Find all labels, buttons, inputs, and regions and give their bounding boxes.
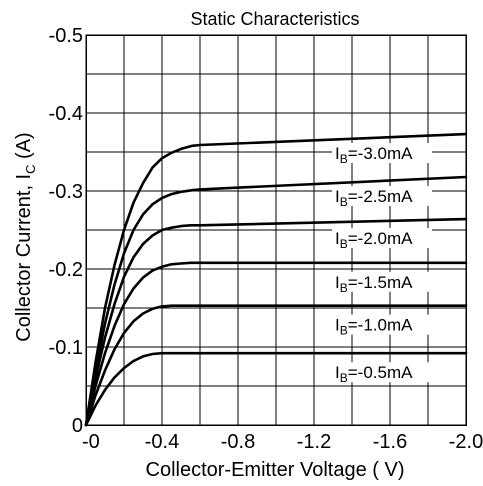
- curve-label: IB=-1.0mA: [335, 316, 413, 338]
- curve-label: IB=-0.5mA: [335, 363, 413, 385]
- y-axis-label: Collector Current, IC (A): [13, 132, 38, 341]
- x-axis-label: Collector-Emitter Voltage ( V): [146, 459, 405, 481]
- curve-line: [84, 351, 468, 427]
- y-tick-label: -0.3: [49, 181, 83, 203]
- curve-label-prefix: I: [335, 316, 340, 335]
- x-tick-label: -0: [82, 431, 100, 453]
- curve-label-value: =-2.0mA: [348, 229, 413, 248]
- curve-label-background: [332, 362, 432, 383]
- curve-line: [84, 175, 468, 427]
- curve-label-prefix: I: [335, 144, 340, 163]
- curve-label-prefix: I: [335, 363, 340, 382]
- y-axis-label-prefix: Collector Current, I: [13, 174, 35, 342]
- curve-label-sub: B: [340, 324, 348, 338]
- curve-label-background: [332, 228, 432, 249]
- curve-label-sub: B: [340, 281, 348, 295]
- chart-title: Static Characteristics: [190, 9, 359, 29]
- curve-label-value: =-3.0mA: [348, 144, 413, 163]
- x-tick-label: -1.6: [373, 431, 407, 453]
- curve-label-value: =-1.0mA: [348, 316, 413, 335]
- plot-frame: [85, 34, 467, 426]
- y-tick-label: -0.4: [49, 103, 83, 125]
- curve-line: [84, 304, 468, 427]
- curve-line: [84, 217, 468, 427]
- x-tick-label: -1.2: [297, 431, 331, 453]
- curve-label-background: [332, 143, 432, 164]
- curve-label: IB=-1.5mA: [335, 273, 413, 295]
- y-tick-labels: 0 -0.1 -0.2 -0.3 -0.4 -0.5: [49, 25, 83, 437]
- curve-label-value: =-0.5mA: [348, 363, 413, 382]
- curve-label: IB=-3.0mA: [335, 144, 413, 166]
- curve-label-background: [332, 185, 432, 206]
- x-tick-label: -2.0: [449, 431, 483, 453]
- y-axis-label-sub: C: [23, 164, 38, 173]
- curve-label-prefix: I: [335, 229, 340, 248]
- curve-label-sub: B: [340, 237, 348, 251]
- curve-label-sub: B: [340, 195, 348, 209]
- curve-label-prefix: I: [335, 187, 340, 206]
- x-tick-label: -0.8: [221, 431, 255, 453]
- y-tick-label: -0.1: [49, 337, 83, 359]
- y-tick-label: -0.2: [49, 259, 83, 281]
- y-tick-label: 0: [72, 415, 83, 437]
- curve-label-sub: B: [340, 371, 348, 385]
- y-tick-label: -0.5: [49, 25, 83, 47]
- y-axis-label-suffix: (A): [13, 132, 35, 164]
- curve-line: [84, 132, 468, 427]
- curve-label-value: =-1.5mA: [348, 273, 413, 292]
- curve-label-sub: B: [340, 152, 348, 166]
- curve-label-value: =-2.5mA: [348, 187, 413, 206]
- curve-label: IB=-2.5mA: [335, 187, 413, 209]
- curves: [84, 132, 468, 427]
- curve-label-background: [332, 314, 432, 335]
- curve-label: IB=-2.0mA: [335, 229, 413, 251]
- curve-label-prefix: I: [335, 273, 340, 292]
- x-tick-label: -0.4: [145, 431, 179, 453]
- curve-labels: IB=-3.0mAIB=-2.5mAIB=-2.0mAIB=-1.5mAIB=-…: [332, 143, 432, 385]
- x-tick-labels: -0 -0.4 -0.8 -1.2 -1.6 -2.0: [82, 431, 483, 453]
- curve-line: [84, 261, 468, 427]
- curve-label-background: [332, 271, 432, 292]
